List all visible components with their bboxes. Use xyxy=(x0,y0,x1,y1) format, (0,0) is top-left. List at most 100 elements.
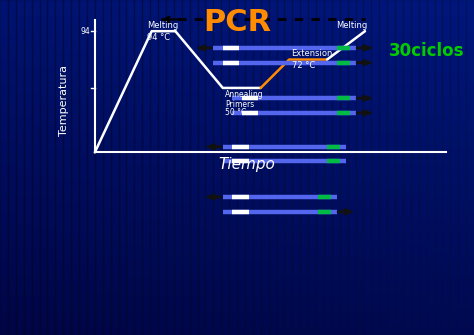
Bar xyxy=(0,248,474,250)
FancyArrow shape xyxy=(207,194,222,200)
Bar xyxy=(0,12,474,13)
Bar xyxy=(110,0,118,335)
FancyArrow shape xyxy=(356,60,372,66)
Bar xyxy=(0,211,474,213)
Bar xyxy=(395,0,403,335)
Bar xyxy=(0,52,474,54)
Bar xyxy=(0,226,474,228)
Bar xyxy=(0,208,474,209)
Bar xyxy=(0,139,474,141)
Bar xyxy=(0,22,474,23)
Bar xyxy=(0,99,474,100)
Bar xyxy=(0,60,474,62)
Bar xyxy=(166,0,174,335)
Bar xyxy=(340,0,347,335)
Bar xyxy=(0,69,474,70)
Bar xyxy=(0,18,474,20)
Bar xyxy=(55,0,63,335)
Bar xyxy=(0,296,474,298)
Bar xyxy=(0,7,474,8)
Bar xyxy=(0,106,474,107)
Bar xyxy=(0,193,474,194)
Bar xyxy=(0,241,474,243)
Bar xyxy=(0,313,474,315)
FancyArrow shape xyxy=(337,209,353,215)
Bar xyxy=(0,94,474,95)
Bar xyxy=(0,152,474,154)
Bar xyxy=(32,0,39,335)
Bar xyxy=(0,320,474,322)
Bar xyxy=(0,261,474,263)
Bar xyxy=(0,251,474,253)
Bar xyxy=(0,32,474,34)
Bar xyxy=(0,142,474,144)
Bar xyxy=(0,327,474,328)
Bar xyxy=(0,117,474,119)
Bar xyxy=(0,13,474,15)
FancyArrow shape xyxy=(207,144,222,150)
Bar xyxy=(403,0,411,335)
Bar xyxy=(0,84,474,85)
Bar xyxy=(0,144,474,146)
Bar xyxy=(0,179,474,181)
Bar xyxy=(0,137,474,139)
Bar xyxy=(0,285,474,286)
FancyArrow shape xyxy=(197,45,212,51)
Text: 30ciclos: 30ciclos xyxy=(389,42,465,60)
Text: Tiempo: Tiempo xyxy=(218,157,275,173)
Bar xyxy=(0,231,474,233)
Text: Annealing
Primers: Annealing Primers xyxy=(225,89,264,109)
Bar xyxy=(103,0,110,335)
Bar xyxy=(221,0,229,335)
Bar xyxy=(245,0,253,335)
Bar xyxy=(0,44,474,45)
Bar xyxy=(174,0,182,335)
Bar xyxy=(0,209,474,211)
Bar xyxy=(0,127,474,129)
Bar xyxy=(0,100,474,102)
Bar xyxy=(0,181,474,183)
Bar xyxy=(0,157,474,159)
Bar xyxy=(0,89,474,90)
Bar xyxy=(276,0,284,335)
Bar xyxy=(16,0,24,335)
Bar xyxy=(0,42,474,44)
Bar xyxy=(253,0,261,335)
Bar xyxy=(71,0,79,335)
Bar xyxy=(95,0,103,335)
Bar xyxy=(0,159,474,161)
Bar xyxy=(0,57,474,59)
Bar xyxy=(0,221,474,223)
Bar xyxy=(0,270,474,271)
Bar xyxy=(79,0,87,335)
Bar xyxy=(0,109,474,111)
Bar xyxy=(0,290,474,291)
Bar xyxy=(0,136,474,137)
Bar xyxy=(324,0,332,335)
Bar xyxy=(0,5,474,7)
Bar xyxy=(0,2,474,3)
Bar xyxy=(0,223,474,224)
Bar xyxy=(332,0,340,335)
Bar xyxy=(0,307,474,308)
Bar xyxy=(0,213,474,214)
Bar xyxy=(0,34,474,35)
Bar xyxy=(0,47,474,49)
Bar xyxy=(0,265,474,266)
Bar xyxy=(0,325,474,327)
Bar xyxy=(0,191,474,193)
Bar xyxy=(0,186,474,188)
Bar xyxy=(0,173,474,174)
Bar xyxy=(190,0,198,335)
Bar xyxy=(292,0,300,335)
Bar xyxy=(0,323,474,325)
Bar xyxy=(0,228,474,229)
Bar xyxy=(47,0,55,335)
Bar xyxy=(435,0,442,335)
Bar xyxy=(0,40,474,42)
Bar xyxy=(0,295,474,296)
Bar xyxy=(0,49,474,50)
Bar xyxy=(0,134,474,136)
Bar xyxy=(411,0,419,335)
Bar xyxy=(0,161,474,162)
